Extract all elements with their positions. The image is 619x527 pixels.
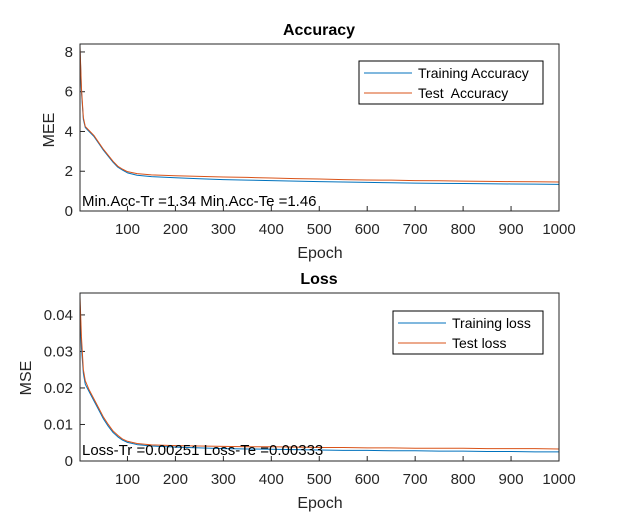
loss-xlabel: Epoch bbox=[297, 495, 342, 512]
accuracy-ytick-label: 0 bbox=[65, 203, 73, 220]
accuracy-series-training bbox=[79, 47, 560, 185]
loss-subplot: Loss MSE Epoch 100 200 300 400 500 600 700 800 9… bbox=[18, 271, 576, 512]
loss-annotation: Loss-Tr =0.00251 Loss-Te =0.00333 bbox=[82, 442, 323, 459]
loss-xtick-label: 400 bbox=[259, 471, 284, 488]
accuracy-xtick-label: 1000 bbox=[542, 221, 575, 238]
accuracy-title: Accuracy bbox=[283, 22, 355, 39]
loss-ylabel: MSE bbox=[18, 361, 35, 396]
accuracy-xlabel: Epoch bbox=[297, 245, 342, 262]
accuracy-ticks: 100 200 300 400 500 600 700 800 900 1000 0 2 4 6 8 bbox=[65, 44, 576, 238]
loss-xtick-label: 1000 bbox=[542, 471, 575, 488]
accuracy-legend-test: Test Accuracy bbox=[418, 85, 508, 101]
accuracy-xtick-label: 400 bbox=[259, 221, 284, 238]
accuracy-xtick-label: 300 bbox=[211, 221, 236, 238]
accuracy-xtick-label: 900 bbox=[499, 221, 524, 238]
accuracy-annotation: Min.Acc-Tr =1.34 Min.Acc-Te =1.46 bbox=[82, 193, 317, 210]
accuracy-legend-box bbox=[358, 60, 544, 105]
loss-legend-test: Test loss bbox=[452, 335, 506, 351]
loss-series-training bbox=[79, 303, 559, 453]
accuracy-legend-training: Training Accuracy bbox=[418, 65, 529, 81]
loss-legend-box bbox=[392, 310, 544, 355]
accuracy-xtick-label: 100 bbox=[115, 221, 140, 238]
accuracy-xtick-label: 600 bbox=[355, 221, 380, 238]
accuracy-legend: Training Accuracy Test Accuracy bbox=[358, 60, 544, 105]
loss-xtick-label: 300 bbox=[211, 471, 236, 488]
loss-ytick-label: 0.03 bbox=[44, 343, 73, 360]
accuracy-xtick-label: 500 bbox=[307, 221, 332, 238]
accuracy-xtick-label: 800 bbox=[451, 221, 476, 238]
loss-ytick-label: 0 bbox=[65, 453, 73, 470]
accuracy-ylabel: MEE bbox=[41, 113, 58, 148]
accuracy-xtick-label: 200 bbox=[163, 221, 188, 238]
accuracy-axes-box bbox=[79, 43, 560, 212]
loss-title: Loss bbox=[300, 271, 337, 288]
loss-axes-box bbox=[79, 292, 560, 462]
loss-legend: Training loss Test loss bbox=[392, 310, 544, 355]
accuracy-subplot: Accuracy MEE Epoch 100 200 300 400 500 600 700… bbox=[41, 22, 576, 262]
accuracy-ytick-label: 6 bbox=[65, 84, 73, 101]
accuracy-series-test bbox=[79, 45, 560, 183]
accuracy-ytick-label: 4 bbox=[65, 123, 73, 140]
accuracy-series bbox=[79, 45, 560, 185]
loss-xtick-label: 600 bbox=[355, 471, 380, 488]
loss-xtick-label: 700 bbox=[403, 471, 428, 488]
loss-ytick-label: 0.04 bbox=[44, 307, 73, 324]
accuracy-ytick-label: 2 bbox=[65, 163, 73, 180]
loss-xtick-label: 800 bbox=[451, 471, 476, 488]
loss-series-test bbox=[79, 296, 560, 450]
loss-ytick-label: 0.02 bbox=[44, 380, 73, 397]
loss-ytick-label: 0.01 bbox=[44, 416, 73, 433]
loss-series bbox=[79, 296, 560, 453]
loss-xtick-label: 900 bbox=[499, 471, 524, 488]
accuracy-ytick-label: 8 bbox=[65, 44, 73, 61]
accuracy-xtick-label: 700 bbox=[403, 221, 428, 238]
loss-xtick-label: 100 bbox=[115, 471, 140, 488]
loss-xtick-label: 500 bbox=[307, 471, 332, 488]
loss-ticks: 100 200 300 400 500 600 700 800 900 1000 0 0.01 0.02… bbox=[44, 307, 576, 488]
loss-xtick-label: 200 bbox=[163, 471, 188, 488]
loss-legend-training: Training loss bbox=[452, 315, 531, 331]
